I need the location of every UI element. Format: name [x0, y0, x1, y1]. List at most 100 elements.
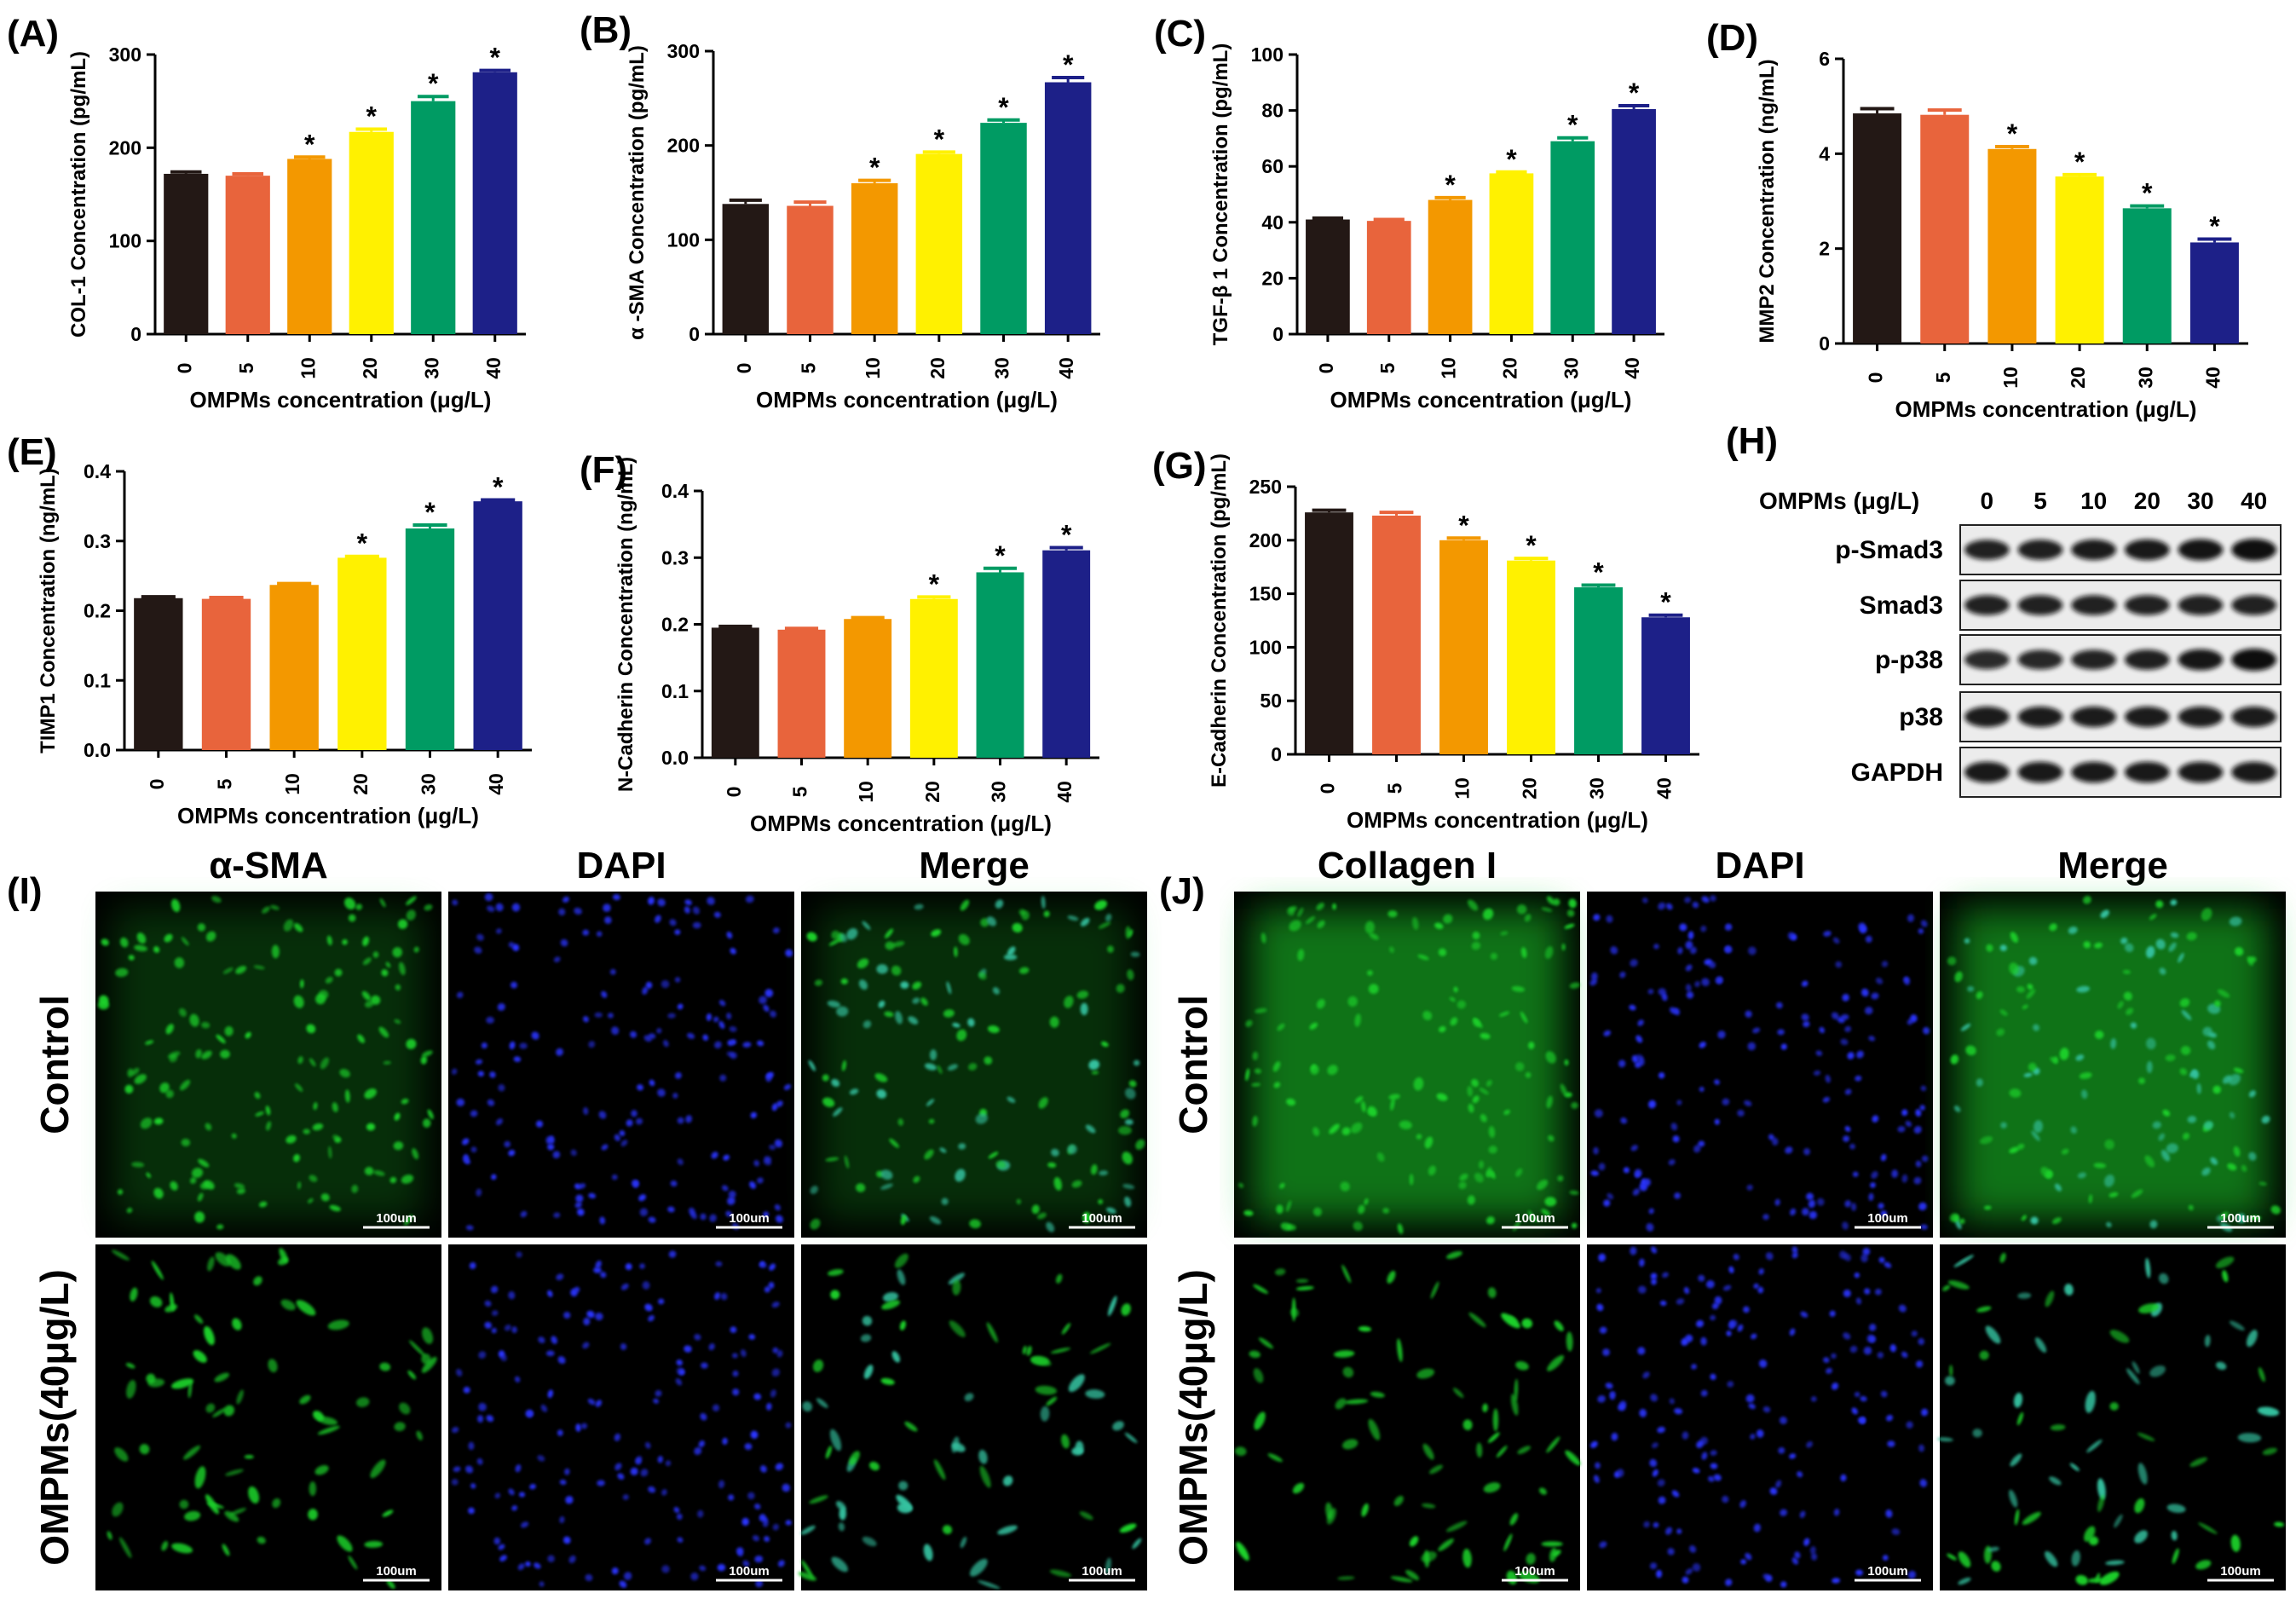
cell: [1772, 1137, 1779, 1146]
cell: [1733, 1254, 1739, 1261]
cell: [462, 1138, 470, 1146]
cell: [690, 1212, 697, 1220]
cell: [2104, 1139, 2114, 1150]
cell: [1768, 1134, 1774, 1140]
cell: [383, 1060, 391, 1065]
cell: [1950, 1054, 1959, 1065]
cell: [504, 1325, 511, 1331]
cell: [2075, 1574, 2088, 1585]
cell: [220, 1049, 230, 1059]
scale-bar-label: 100um: [729, 1564, 770, 1579]
cell: [960, 1536, 967, 1549]
cell: [844, 1155, 850, 1169]
cell: [707, 897, 715, 905]
cell: [1901, 1109, 1908, 1117]
cell: [732, 1370, 739, 1377]
cell: [595, 1312, 603, 1321]
cell: [1526, 1553, 1536, 1565]
cell: [1547, 1354, 1565, 1371]
cell: [2229, 916, 2242, 926]
cell: [2210, 1157, 2218, 1165]
cell: [1860, 1254, 1868, 1263]
cell: [1737, 1109, 1745, 1117]
cell: [1080, 917, 1090, 926]
cell: [1243, 1209, 1254, 1216]
cell: [254, 1092, 261, 1100]
cell: [2208, 1032, 2218, 1038]
cell: [130, 1067, 140, 1076]
cell: [1740, 1559, 1747, 1565]
cell: [303, 1129, 310, 1134]
blot-header-label: OMPMs (μg/L): [1759, 488, 1919, 514]
cell: [1954, 971, 1963, 983]
cell: [194, 1466, 206, 1489]
cell: [342, 938, 348, 945]
cell: [1552, 898, 1560, 906]
cell: [1855, 1075, 1862, 1082]
cell: [1885, 1510, 1893, 1518]
cell: [1813, 1070, 1821, 1076]
cell: [464, 1465, 474, 1474]
cell: [1809, 1210, 1817, 1220]
cell: [1953, 1255, 1974, 1267]
cell: [1049, 1016, 1059, 1028]
cell: [334, 1137, 342, 1143]
bar: [976, 572, 1024, 758]
blot-row-p-p38: p-p38: [1875, 634, 2282, 685]
cell: [1643, 1521, 1650, 1528]
blot-strip: [1959, 691, 2282, 742]
cell: [1618, 1059, 1626, 1068]
bar: [1439, 540, 1488, 754]
cell: [318, 990, 329, 1000]
cell: [1254, 1411, 1266, 1430]
cell: [1809, 1546, 1816, 1555]
cell: [1361, 1100, 1366, 1112]
cell: [2022, 1004, 2028, 1009]
cell: [1472, 932, 1480, 940]
cell: [518, 1492, 526, 1498]
y-tick-label: 100: [109, 230, 141, 252]
cell: [126, 1207, 133, 1214]
cell: [1762, 1214, 1769, 1221]
cell: [2187, 1116, 2197, 1123]
cell: [1267, 1453, 1284, 1463]
cell: [2179, 1068, 2188, 1076]
cell: [224, 1510, 239, 1522]
cell: [484, 892, 493, 902]
cell: [648, 1314, 655, 1322]
cell: [904, 1421, 918, 1432]
cell: [307, 1198, 314, 1204]
cell: [385, 961, 391, 968]
x-tick-label: 20: [359, 357, 381, 379]
cell: [547, 1555, 555, 1562]
cell: [764, 1286, 771, 1293]
cell: [1918, 1444, 1925, 1452]
column-title: Merge: [2057, 845, 2168, 886]
cell: [656, 1028, 662, 1034]
cell: [556, 1048, 563, 1056]
cell: [1831, 1353, 1837, 1359]
cell: [1976, 1078, 1983, 1087]
cell: [300, 979, 304, 989]
cell: [2170, 932, 2179, 938]
cell: [1686, 991, 1694, 999]
cell: [484, 1321, 492, 1329]
cell: [1438, 948, 1447, 956]
cell: [1714, 1118, 1720, 1125]
cell: [1061, 1434, 1070, 1449]
cell: [456, 991, 464, 999]
cell: [401, 1175, 414, 1184]
bar: [722, 204, 770, 334]
x-axis-title: OMPMs concentration (μg/L): [1895, 396, 2197, 422]
significance-star: *: [1061, 520, 1072, 551]
cell: [1276, 1204, 1284, 1215]
cell: [564, 1468, 570, 1475]
cell: [1090, 1163, 1098, 1175]
cell: [271, 944, 280, 959]
cell: [697, 1510, 704, 1518]
cell: [1983, 1205, 1992, 1210]
y-tick-label: 40: [1261, 211, 1284, 234]
cell: [2093, 1163, 2107, 1169]
cell: [776, 1349, 783, 1358]
